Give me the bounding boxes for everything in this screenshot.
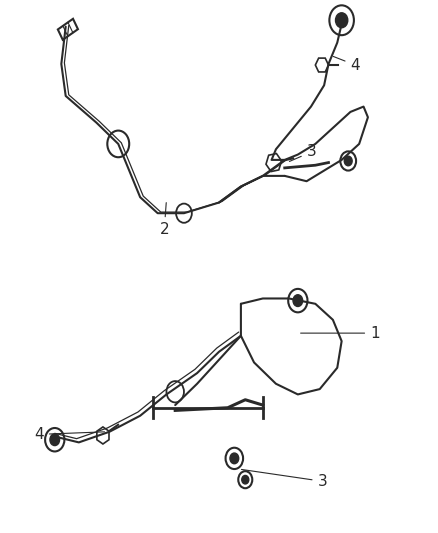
Circle shape bbox=[344, 156, 352, 166]
Text: 4: 4 bbox=[34, 427, 105, 442]
Circle shape bbox=[230, 453, 239, 464]
Circle shape bbox=[50, 434, 60, 446]
Circle shape bbox=[293, 295, 303, 306]
Text: 3: 3 bbox=[241, 470, 327, 489]
Circle shape bbox=[242, 475, 249, 484]
Circle shape bbox=[336, 13, 348, 28]
Text: 3: 3 bbox=[290, 144, 316, 161]
Text: 1: 1 bbox=[300, 326, 380, 341]
Text: 4: 4 bbox=[333, 56, 360, 72]
Text: 2: 2 bbox=[159, 203, 169, 237]
